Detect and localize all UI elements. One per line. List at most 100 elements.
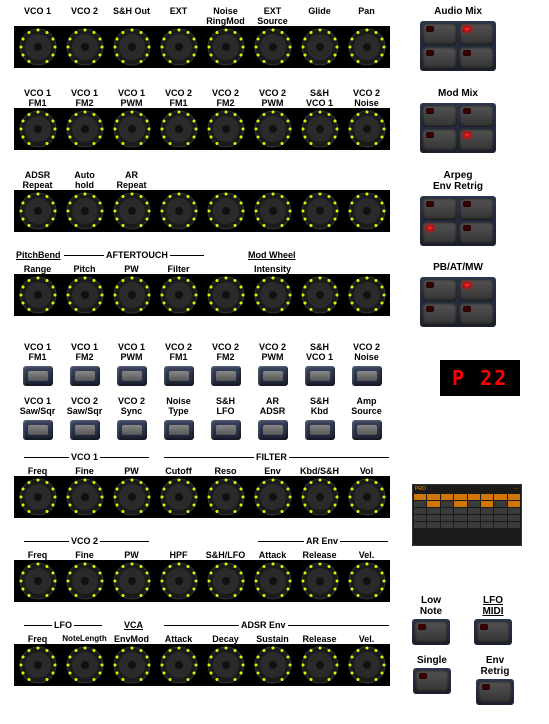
arpeg-button-1[interactable]: [422, 198, 457, 220]
mod-mix-button-3[interactable]: [422, 129, 457, 151]
single-button[interactable]: [415, 670, 449, 692]
pbatmw-button-4[interactable]: [459, 303, 494, 325]
knob-sh-vco1[interactable]: [300, 109, 340, 149]
knob-adsr-repeat[interactable]: [18, 191, 58, 231]
knob-at-pw[interactable]: [112, 275, 152, 315]
knob-glide[interactable]: [300, 27, 340, 67]
button-vco1-pwm[interactable]: [117, 366, 147, 386]
pbatmw-button-2[interactable]: [459, 279, 494, 301]
knob-vco1-freq[interactable]: [18, 477, 58, 517]
knob-ar-vel[interactable]: [347, 561, 387, 601]
lownote-label: Low Note: [412, 595, 450, 617]
mini-interface-preview[interactable]: PRO···: [412, 484, 522, 546]
knob[interactable]: [206, 191, 246, 231]
button-vco2-pwm[interactable]: [258, 366, 288, 386]
knob-vco1-pw[interactable]: [112, 477, 152, 517]
mod-mix-button-1[interactable]: [422, 105, 457, 127]
knob-ar-attack[interactable]: [253, 561, 293, 601]
button-vco2-sync[interactable]: [117, 420, 147, 440]
knob-pb-range[interactable]: [18, 275, 58, 315]
knob-vco2-fine[interactable]: [65, 561, 105, 601]
arpeg-button-3[interactable]: [422, 222, 457, 244]
knob-vco1[interactable]: [18, 27, 58, 67]
knob-vco1-fm2[interactable]: [65, 109, 105, 149]
button-vco2-noise[interactable]: [352, 366, 382, 386]
knob[interactable]: [300, 275, 340, 315]
button-sh-kbd[interactable]: [305, 420, 335, 440]
knob-vol[interactable]: [347, 477, 387, 517]
knob-filter-kbdsh[interactable]: [300, 477, 340, 517]
knob[interactable]: [206, 275, 246, 315]
knob-adsr-attack[interactable]: [159, 645, 199, 685]
knob-vca-envmod[interactable]: [112, 645, 152, 685]
knob[interactable]: [253, 191, 293, 231]
button-vco1-sawsqr[interactable]: [23, 420, 53, 440]
knob-at-pitch[interactable]: [65, 275, 105, 315]
button-vco1-fm2[interactable]: [70, 366, 100, 386]
lownote-button[interactable]: [414, 621, 448, 643]
knob-pan[interactable]: [347, 27, 387, 67]
envretrig-button[interactable]: [478, 681, 512, 703]
knob-vco2[interactable]: [65, 27, 105, 67]
preset-display: P 22: [440, 360, 520, 396]
knob[interactable]: [347, 275, 387, 315]
knob-ar-release[interactable]: [300, 561, 340, 601]
button-amp-source[interactable]: [352, 420, 382, 440]
button-vco1-fm1[interactable]: [23, 366, 53, 386]
pbatmw-button-1[interactable]: [422, 279, 457, 301]
knob-filter-env[interactable]: [253, 477, 293, 517]
knob-mw-intensity[interactable]: [253, 275, 293, 315]
label: Fine: [61, 466, 108, 476]
mod-mix-button-4[interactable]: [459, 129, 494, 151]
label: VCO 2 Noise: [343, 342, 390, 362]
button-vco2-fm1[interactable]: [164, 366, 194, 386]
knob-ext[interactable]: [159, 27, 199, 67]
audio-mix-button-2[interactable]: [459, 23, 494, 45]
pbatmw-button-3[interactable]: [422, 303, 457, 325]
knob-vco2-pwm[interactable]: [253, 109, 293, 149]
knob[interactable]: [159, 191, 199, 231]
button-vco2-fm2[interactable]: [211, 366, 241, 386]
knob-vco1-fine[interactable]: [65, 477, 105, 517]
knob-vco2-pw[interactable]: [112, 561, 152, 601]
button-noise-type[interactable]: [164, 420, 194, 440]
lfomidi-button[interactable]: [476, 621, 510, 643]
knob-at-filter[interactable]: [159, 275, 199, 315]
group-adsrenv: ADSR Env: [239, 620, 288, 630]
knob-vco2-freq[interactable]: [18, 561, 58, 601]
label: VCO 2 FM2: [202, 342, 249, 362]
knob-hpf[interactable]: [159, 561, 199, 601]
knob-lfo-freq[interactable]: [18, 645, 58, 685]
audio-mix-button-3[interactable]: [422, 47, 457, 69]
arpeg-button-2[interactable]: [459, 198, 494, 220]
knob-ar-repeat[interactable]: [112, 191, 152, 231]
button-sh-lfo[interactable]: [211, 420, 241, 440]
knob-adsr-vel[interactable]: [347, 645, 387, 685]
knob-adsr-release[interactable]: [300, 645, 340, 685]
knob-auto-hold[interactable]: [65, 191, 105, 231]
button-vco2-sawsqr[interactable]: [70, 420, 100, 440]
knob-vco1-fm1[interactable]: [18, 109, 58, 149]
button-sh-vco1[interactable]: [305, 366, 335, 386]
knob-adsr-decay[interactable]: [206, 645, 246, 685]
knob[interactable]: [347, 191, 387, 231]
label: Fine: [61, 550, 108, 560]
knob-vco2-noise[interactable]: [347, 109, 387, 149]
knob-filter-reso[interactable]: [206, 477, 246, 517]
knob-vco2-fm2[interactable]: [206, 109, 246, 149]
audio-mix-button-4[interactable]: [459, 47, 494, 69]
button-ar-adsr[interactable]: [258, 420, 288, 440]
knob-noise-ringmod[interactable]: [206, 27, 246, 67]
arpeg-button-4[interactable]: [459, 222, 494, 244]
knob-sh-lfo[interactable]: [206, 561, 246, 601]
knob-vco2-fm1[interactable]: [159, 109, 199, 149]
audio-mix-button-1[interactable]: [422, 23, 457, 45]
knob-lfo-notelength[interactable]: [65, 645, 105, 685]
knob-adsr-sustain[interactable]: [253, 645, 293, 685]
knob-sh-out[interactable]: [112, 27, 152, 67]
mod-mix-button-2[interactable]: [459, 105, 494, 127]
knob[interactable]: [300, 191, 340, 231]
knob-ext-source[interactable]: [253, 27, 293, 67]
knob-vco1-pwm[interactable]: [112, 109, 152, 149]
knob-filter-cutoff[interactable]: [159, 477, 199, 517]
